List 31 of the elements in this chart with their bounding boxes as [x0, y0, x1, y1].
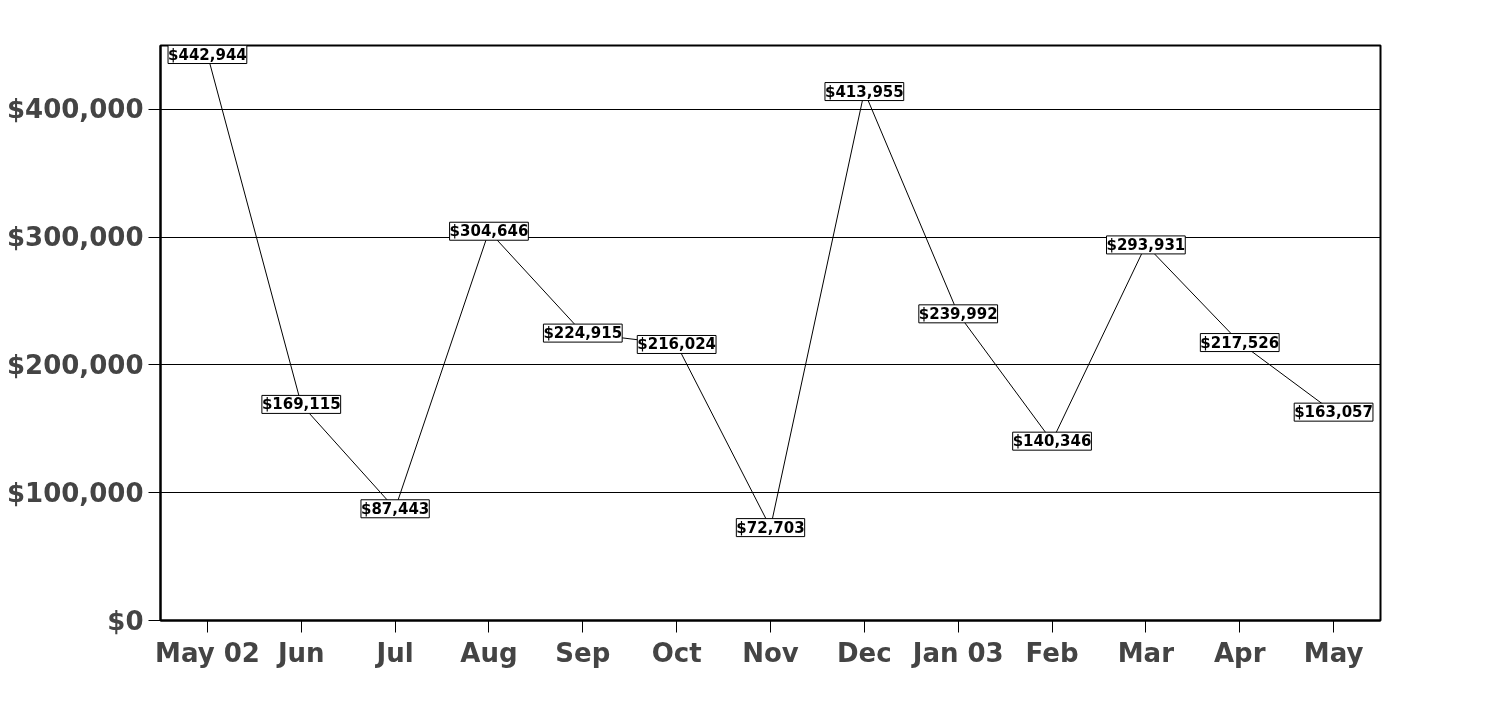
- x-tick-label: Mar: [1117, 637, 1175, 668]
- x-tick-label: Aug: [460, 637, 518, 668]
- y-tick-label: $200,000: [6, 349, 144, 380]
- text: $87,443: [360, 499, 430, 518]
- x-tick-label: Nov: [742, 637, 799, 668]
- text: $140,346: [1012, 432, 1092, 451]
- y-tick-label: $300,000: [6, 222, 144, 253]
- text: $442,944: [168, 45, 247, 64]
- text: $239,992: [918, 304, 998, 323]
- y-tick-label: $400,000: [6, 94, 144, 125]
- y-tick-label: $100,000: [6, 477, 144, 508]
- text: $304,646: [449, 222, 529, 241]
- x-tick-label: Jul: [374, 637, 414, 668]
- text: $224,915: [543, 324, 623, 343]
- y-tick-label: $0: [107, 605, 144, 636]
- text: $216,024: [637, 335, 717, 354]
- text: $163,057: [1294, 403, 1373, 422]
- x-tick-label: May: [1303, 637, 1364, 668]
- x-tick-label: Sep: [555, 637, 611, 668]
- x-tick-label: May 02: [155, 637, 260, 668]
- text: $293,931: [1106, 235, 1186, 254]
- text: $72,703: [736, 518, 805, 537]
- x-tick-label: Jun: [275, 637, 325, 668]
- text: $217,526: [1200, 333, 1280, 352]
- x-tick-label: Apr: [1213, 637, 1266, 668]
- x-tick-label: Oct: [651, 637, 702, 668]
- x-tick-label: Dec: [837, 637, 892, 668]
- text: $413,955: [824, 82, 904, 101]
- x-tick-label: Feb: [1025, 637, 1079, 668]
- text: $169,115: [261, 395, 341, 414]
- x-tick-label: Jan 03: [910, 637, 1004, 668]
